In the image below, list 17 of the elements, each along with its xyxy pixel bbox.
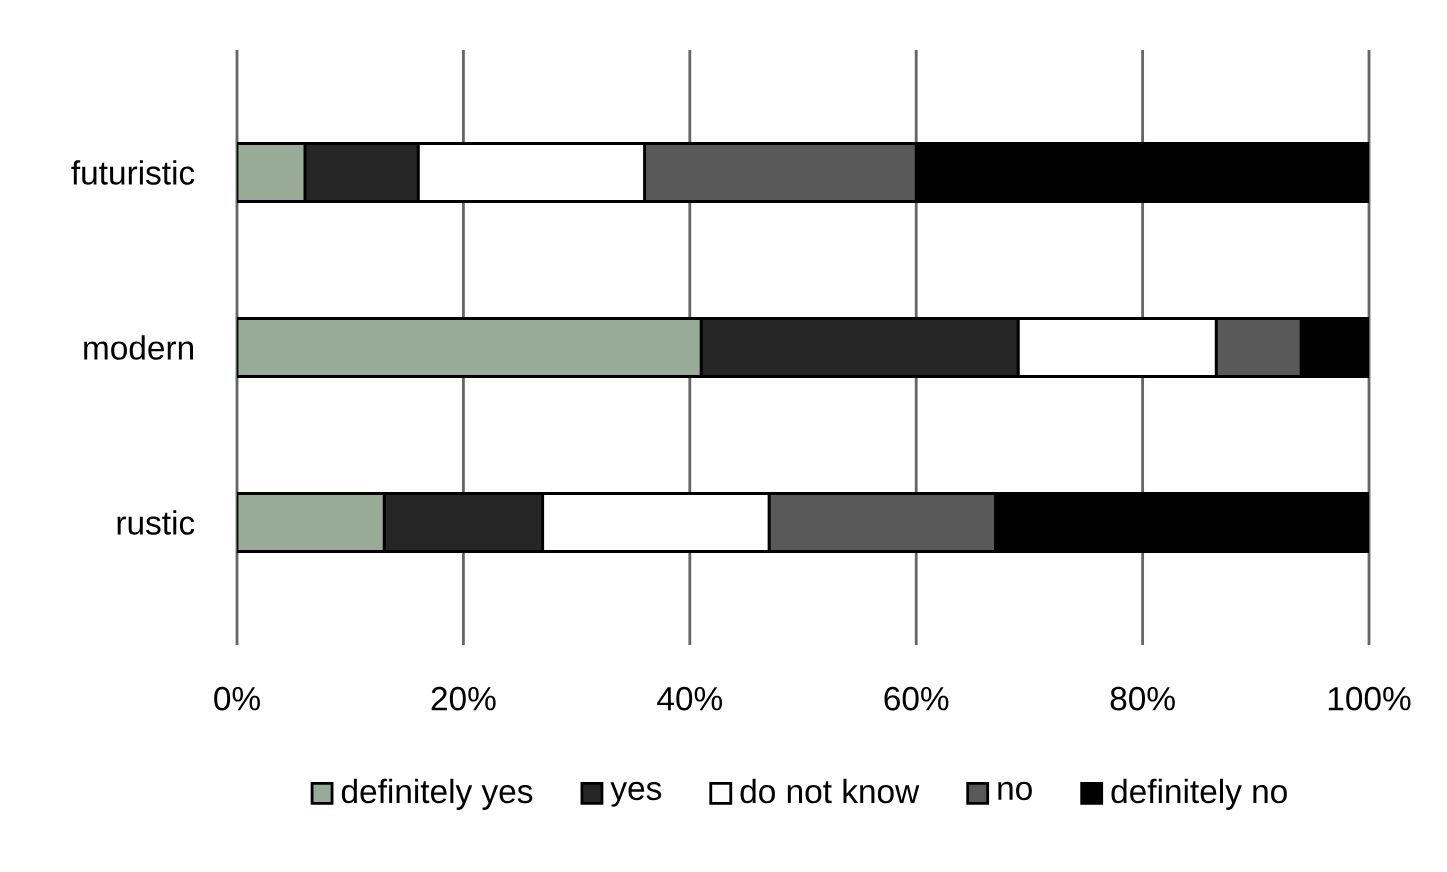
y-tick-label: modern [84,335,194,360]
bar [237,317,703,378]
x-tick-label: 0% [214,686,260,711]
x-tick-label: 60% [884,686,949,711]
bar [237,492,386,553]
y-tick-label: futuristic [71,160,195,185]
x-tick-label: 80% [1110,686,1175,711]
legend-label: no [998,781,1032,801]
bar [237,142,307,203]
legend-label: yes [610,781,662,807]
legend-label: definitely yes [341,778,533,810]
x-tick-label: 100% [1328,686,1411,711]
legend-label: definitely no [1111,778,1287,810]
x-tick-label: 20% [431,686,496,711]
x-tick-label: 40% [657,686,723,711]
legend-label: do not know [740,778,920,804]
y-tick-label: rustic [117,510,195,535]
